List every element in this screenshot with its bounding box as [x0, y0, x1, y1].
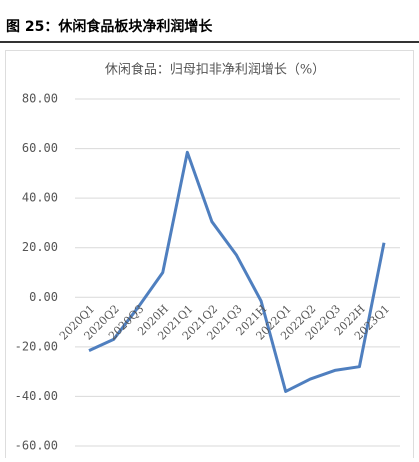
y-tick-label: 60.00 [22, 141, 58, 155]
y-tick-label: 40.00 [22, 191, 58, 205]
y-tick-label: -20.00 [15, 339, 58, 353]
y-tick-label: 80.00 [22, 92, 58, 106]
y-tick-label: 0.00 [29, 290, 58, 304]
y-tick-label: -40.00 [15, 389, 58, 403]
chart-frame [5, 50, 414, 462]
chart-title: 休闲食品：归母扣非净利润增长（%） [105, 62, 325, 78]
y-tick-label: 20.00 [22, 240, 58, 254]
figure-header: 图 25：休闲食品板块净利润增长 [6, 18, 213, 35]
y-tick-label: -60.00 [15, 439, 58, 453]
line-series [88, 150, 386, 393]
